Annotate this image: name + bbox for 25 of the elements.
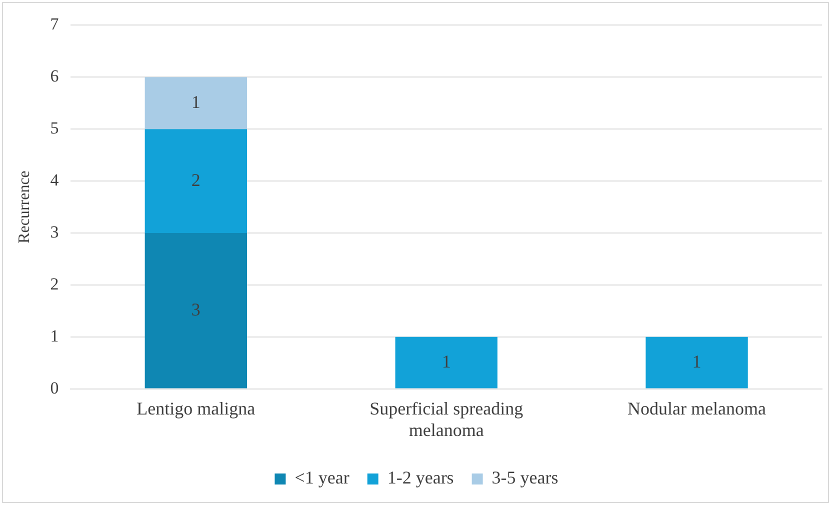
y-tick-label: 7: [50, 14, 60, 34]
bar: [144, 77, 248, 130]
data-label: 1: [442, 351, 451, 372]
bar: [144, 129, 248, 233]
legend-label: <1 year: [294, 468, 350, 488]
bar: [646, 336, 748, 388]
data-label: 1: [692, 351, 702, 372]
y-tick-label: 6: [50, 66, 59, 86]
y-tick-label: 0: [50, 378, 59, 398]
data-label: 2: [191, 170, 200, 190]
y-axis-title: Recurrence: [16, 170, 33, 244]
y-tick-label: 4: [50, 170, 60, 190]
data-label: 3: [191, 299, 200, 320]
y-tick-label: 1: [50, 326, 59, 346]
x-tick-label: Nodular melanoma: [628, 398, 766, 418]
legend-label: 1-2 years: [387, 468, 454, 488]
y-tick-label: 5: [50, 118, 59, 138]
x-tick-label: Superficial spreading melanoma: [370, 398, 524, 440]
bar: [395, 336, 498, 388]
legend-label: 3-5 years: [492, 468, 558, 488]
x-tick-label: Lentigo maligna: [136, 398, 256, 418]
y-tick-label: 2: [50, 274, 59, 294]
y-tick-label: 3: [50, 222, 59, 242]
data-label: 1: [191, 92, 200, 112]
bar: [144, 232, 248, 388]
